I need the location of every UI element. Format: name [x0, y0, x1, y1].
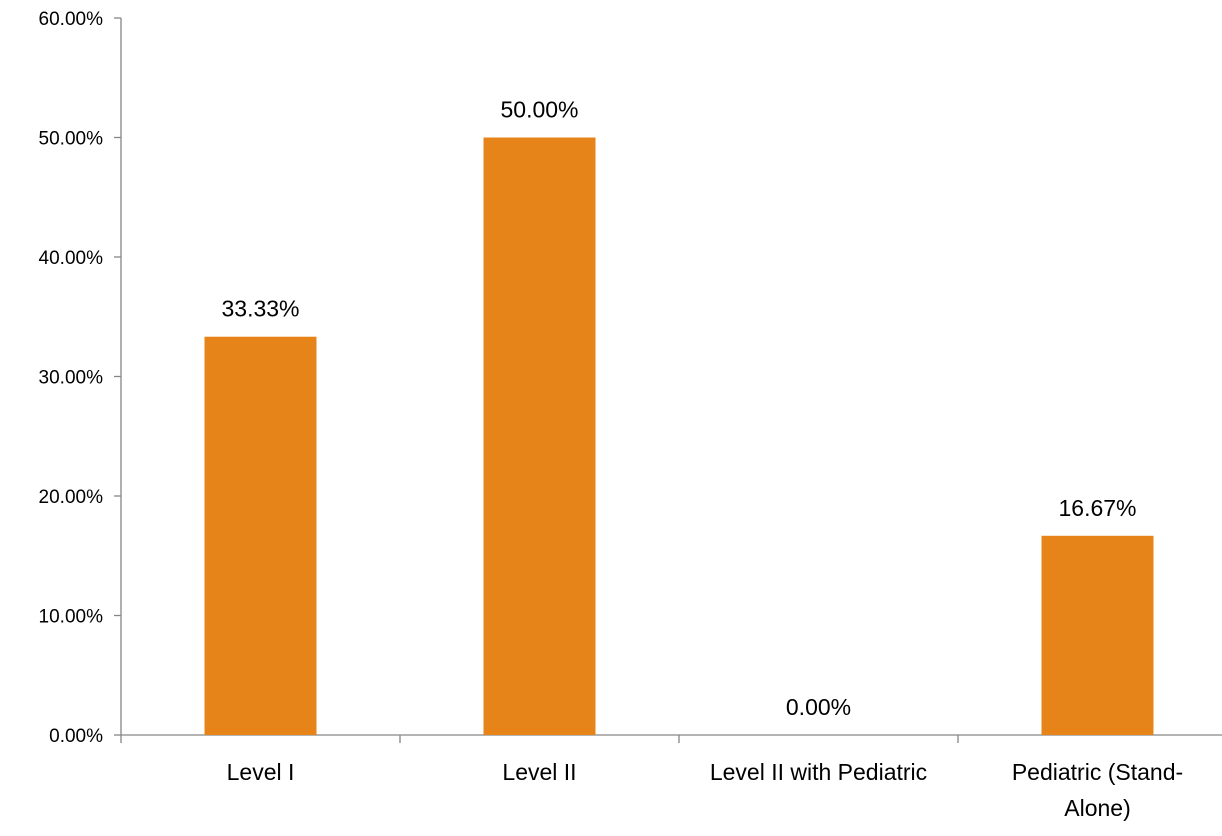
- y-tick-label: 30.00%: [39, 368, 104, 389]
- data-label: 0.00%: [786, 694, 851, 720]
- x-axis: Level I Level II Level II with Pediatric Pe…: [120, 734, 1222, 821]
- bar: [204, 336, 317, 735]
- y-tick-label: 0.00%: [49, 726, 103, 747]
- y-tick-label: 50.00%: [39, 129, 104, 150]
- y-tick-label: 60.00%: [39, 9, 104, 30]
- y-tick-label: 10.00%: [39, 607, 104, 628]
- data-label: 33.33%: [221, 296, 299, 322]
- x-tick-label: Pediatric (Stand-: [1012, 759, 1183, 785]
- x-tick-label: Alone): [1064, 795, 1130, 821]
- bar: [1041, 535, 1154, 735]
- bar: [483, 137, 596, 735]
- x-tick-label: Level II with Pediatric: [710, 759, 927, 785]
- data-label: 16.67%: [1058, 495, 1136, 521]
- data-labels: 33.33% 50.00% 0.00% 16.67%: [221, 97, 1136, 721]
- y-tick-label: 20.00%: [39, 487, 104, 508]
- y-tick-label: 40.00%: [39, 248, 104, 269]
- x-tick-label: Level I: [227, 759, 295, 785]
- data-label: 50.00%: [500, 97, 578, 123]
- bars: [204, 137, 1154, 735]
- y-axis: 0.00% 10.00% 20.00% 30.00% 40.00% 50.00% 60.00…: [39, 9, 122, 747]
- x-tick-label: Level II: [502, 759, 576, 785]
